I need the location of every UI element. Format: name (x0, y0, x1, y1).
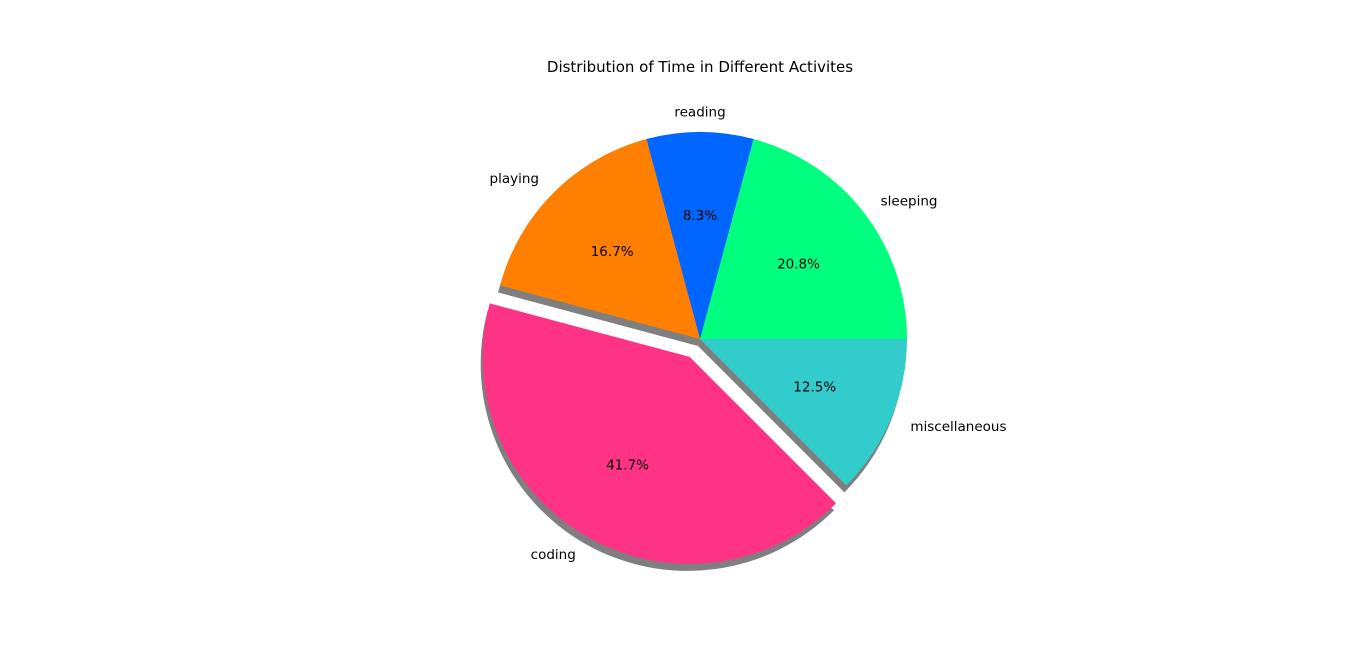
slice-percent-reading: 8.3% (683, 208, 717, 224)
slice-percent-playing: 16.7% (591, 244, 634, 260)
slice-label-miscellaneous: miscellaneous (910, 419, 1006, 435)
slice-percent-coding: 41.7% (606, 457, 649, 473)
chart-title: Distribution of Time in Different Activi… (547, 58, 853, 76)
slice-percent-sleeping: 20.8% (777, 256, 820, 272)
slice-label-reading: reading (674, 104, 725, 120)
pie-slice-coding (482, 303, 837, 564)
slice-label-sleeping: sleeping (881, 193, 938, 209)
slice-label-playing: playing (490, 171, 539, 187)
pie-slice-sleeping (700, 139, 907, 339)
pie-slice-reading (646, 132, 754, 339)
pie-slices (482, 132, 907, 564)
pie-slice-miscellaneous (700, 339, 907, 486)
slice-percent-miscellaneous: 12.5% (793, 380, 836, 396)
slice-labels: sleeping reading playing coding miscellaneou… (490, 104, 1007, 563)
slice-label-coding: coding (531, 547, 576, 563)
slice-percentages: 20.8% 8.3% 16.7% 41.7% 12.5% (591, 208, 837, 474)
pie-slice-playing (500, 139, 700, 339)
